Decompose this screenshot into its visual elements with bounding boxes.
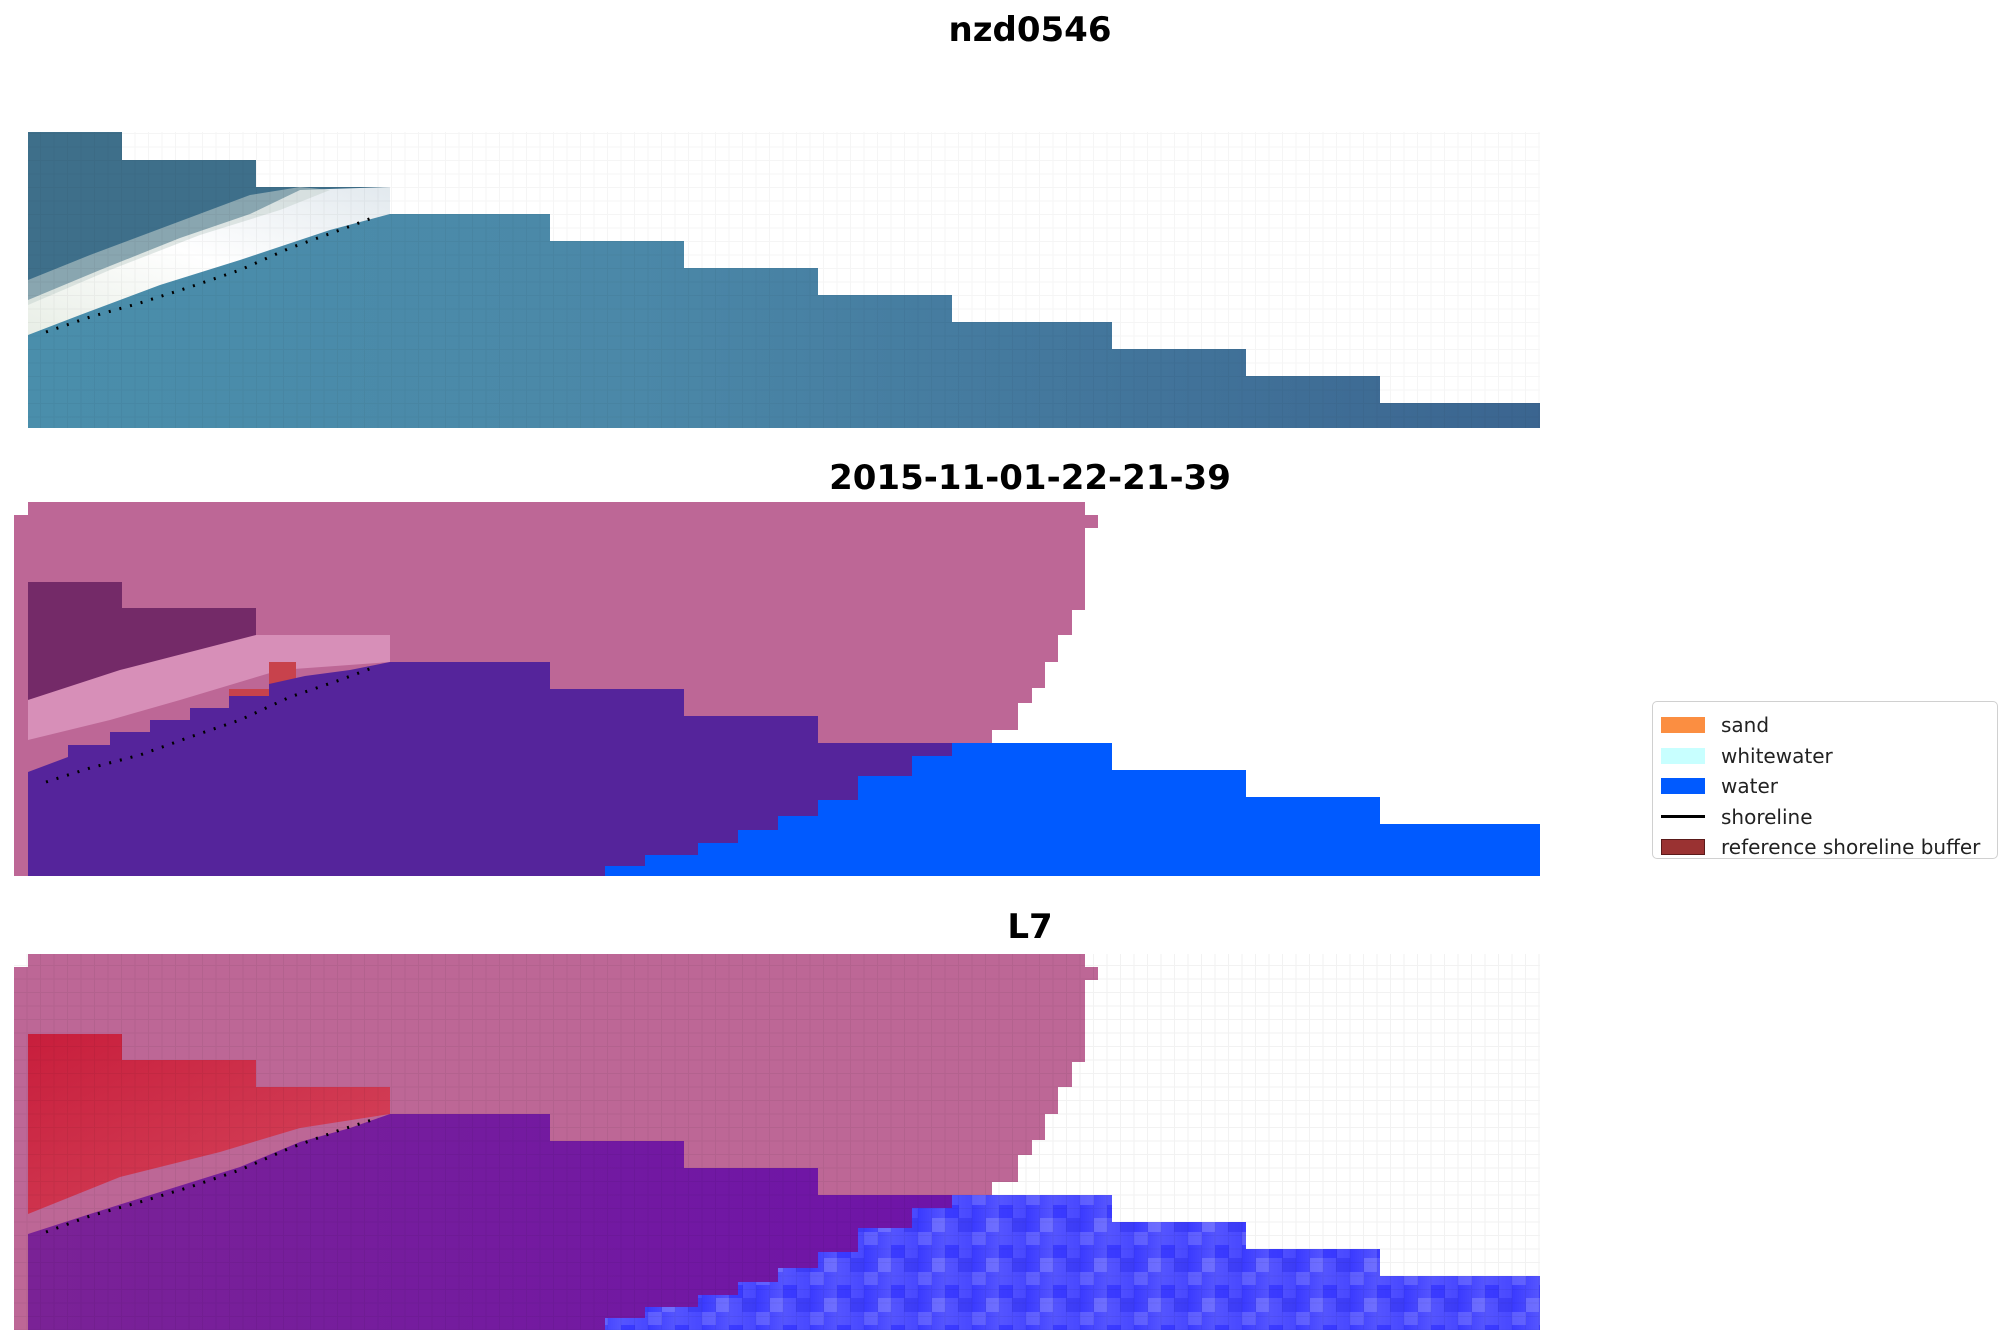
legend-item-reference-buffer: reference shoreline buffer (1661, 832, 1987, 863)
legend-label-whitewater: whitewater (1721, 743, 1833, 768)
legend-swatch-water (1661, 778, 1705, 795)
legend-label-shoreline: shoreline (1721, 804, 1813, 829)
panel-title-index: L7 (1007, 907, 1053, 947)
classified-whitewater-region (28, 635, 390, 740)
index-panel (14, 954, 1540, 1330)
legend-label-reference-buffer: reference shoreline buffer (1721, 835, 1981, 860)
classified-water-region (605, 743, 1540, 876)
legend-label-sand: sand (1721, 713, 1770, 738)
legend-line-shoreline (1661, 815, 1705, 819)
legend-item-whitewater: whitewater (1661, 741, 1987, 772)
legend-swatch-reference-buffer (1661, 839, 1705, 856)
legend-item-water: water (1661, 771, 1987, 802)
legend-item-sand: sand (1661, 710, 1987, 741)
legend-swatch-sand (1661, 717, 1705, 734)
classified-dark-region (28, 582, 280, 700)
panel-title-classified: 2015-11-01-22-21-39 (829, 458, 1231, 498)
classified-water-in-buffer (28, 662, 952, 876)
legend-item-shoreline: shoreline (1661, 802, 1987, 833)
rgb-shoreline (45, 216, 373, 334)
legend-label-water: water (1721, 774, 1778, 799)
legend: sand whitewater water shoreline referenc… (1652, 701, 1998, 859)
legend-swatch-whitewater (1661, 747, 1705, 764)
panel-title-rgb: nzd0546 (948, 10, 1112, 50)
classified-shoreline (45, 666, 373, 784)
index-shoreline (45, 1118, 373, 1234)
classified-panel (14, 502, 1540, 876)
rgb-image-panel (28, 132, 1540, 428)
